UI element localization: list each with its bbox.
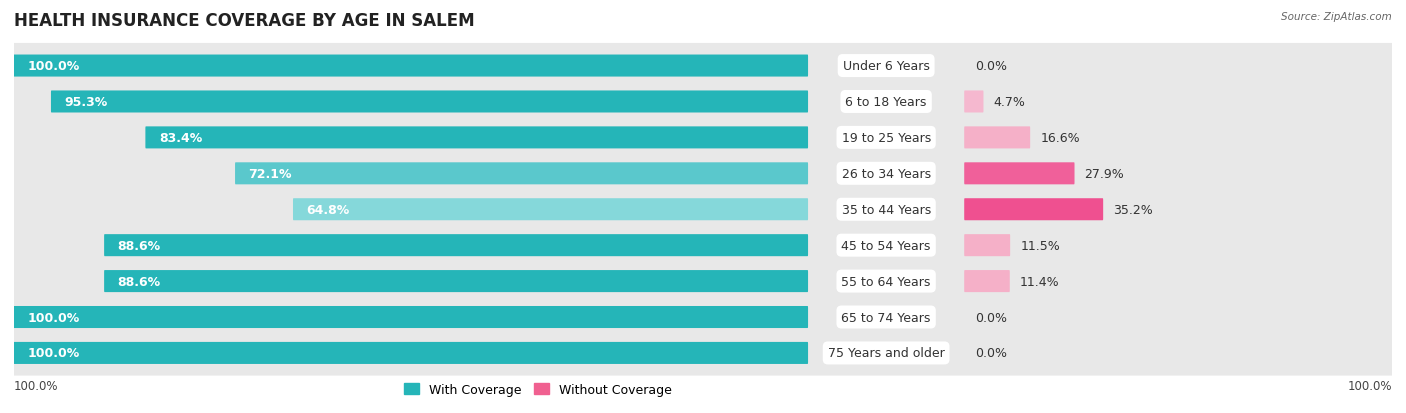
FancyBboxPatch shape xyxy=(8,116,1398,161)
FancyBboxPatch shape xyxy=(8,80,1398,125)
Text: 75 Years and older: 75 Years and older xyxy=(828,347,945,360)
Text: 83.4%: 83.4% xyxy=(159,132,202,145)
Text: 27.9%: 27.9% xyxy=(1084,167,1125,180)
Text: 65 to 74 Years: 65 to 74 Years xyxy=(841,311,931,324)
FancyBboxPatch shape xyxy=(292,199,808,221)
Text: 64.8%: 64.8% xyxy=(307,203,350,216)
Text: 11.4%: 11.4% xyxy=(1019,275,1060,288)
FancyBboxPatch shape xyxy=(8,330,1398,376)
Text: 35.2%: 35.2% xyxy=(1114,203,1153,216)
FancyBboxPatch shape xyxy=(14,55,808,77)
FancyBboxPatch shape xyxy=(965,163,1074,185)
Legend: With Coverage, Without Coverage: With Coverage, Without Coverage xyxy=(399,378,676,401)
Text: 6 to 18 Years: 6 to 18 Years xyxy=(845,96,927,109)
Text: 100.0%: 100.0% xyxy=(27,347,79,360)
FancyBboxPatch shape xyxy=(965,235,1010,256)
FancyBboxPatch shape xyxy=(14,342,808,364)
Text: 35 to 44 Years: 35 to 44 Years xyxy=(842,203,931,216)
Text: 0.0%: 0.0% xyxy=(976,60,1007,73)
FancyBboxPatch shape xyxy=(8,259,1398,304)
Text: 88.6%: 88.6% xyxy=(118,239,160,252)
FancyBboxPatch shape xyxy=(8,294,1398,340)
FancyBboxPatch shape xyxy=(235,163,808,185)
Text: Source: ZipAtlas.com: Source: ZipAtlas.com xyxy=(1281,12,1392,22)
Text: 45 to 54 Years: 45 to 54 Years xyxy=(841,239,931,252)
FancyBboxPatch shape xyxy=(104,235,808,256)
Text: 11.5%: 11.5% xyxy=(1021,239,1060,252)
Text: 100.0%: 100.0% xyxy=(27,311,79,324)
Text: 26 to 34 Years: 26 to 34 Years xyxy=(842,167,931,180)
FancyBboxPatch shape xyxy=(965,127,1031,149)
Text: 16.6%: 16.6% xyxy=(1040,132,1080,145)
Text: 100.0%: 100.0% xyxy=(1347,379,1392,392)
Text: 19 to 25 Years: 19 to 25 Years xyxy=(842,132,931,145)
FancyBboxPatch shape xyxy=(145,127,808,149)
Text: HEALTH INSURANCE COVERAGE BY AGE IN SALEM: HEALTH INSURANCE COVERAGE BY AGE IN SALE… xyxy=(14,12,475,30)
FancyBboxPatch shape xyxy=(104,271,808,292)
Text: 0.0%: 0.0% xyxy=(976,347,1007,360)
Text: 95.3%: 95.3% xyxy=(65,96,108,109)
Text: 0.0%: 0.0% xyxy=(976,311,1007,324)
FancyBboxPatch shape xyxy=(965,91,983,113)
Text: 72.1%: 72.1% xyxy=(249,167,292,180)
FancyBboxPatch shape xyxy=(8,151,1398,197)
FancyBboxPatch shape xyxy=(14,306,808,328)
Text: 55 to 64 Years: 55 to 64 Years xyxy=(841,275,931,288)
Text: 4.7%: 4.7% xyxy=(994,96,1025,109)
FancyBboxPatch shape xyxy=(8,187,1398,232)
FancyBboxPatch shape xyxy=(8,223,1398,268)
FancyBboxPatch shape xyxy=(51,91,808,113)
FancyBboxPatch shape xyxy=(965,199,1104,221)
Text: Under 6 Years: Under 6 Years xyxy=(842,60,929,73)
FancyBboxPatch shape xyxy=(8,44,1398,89)
FancyBboxPatch shape xyxy=(965,271,1010,292)
Text: 100.0%: 100.0% xyxy=(14,379,59,392)
Text: 88.6%: 88.6% xyxy=(118,275,160,288)
Text: 100.0%: 100.0% xyxy=(27,60,79,73)
